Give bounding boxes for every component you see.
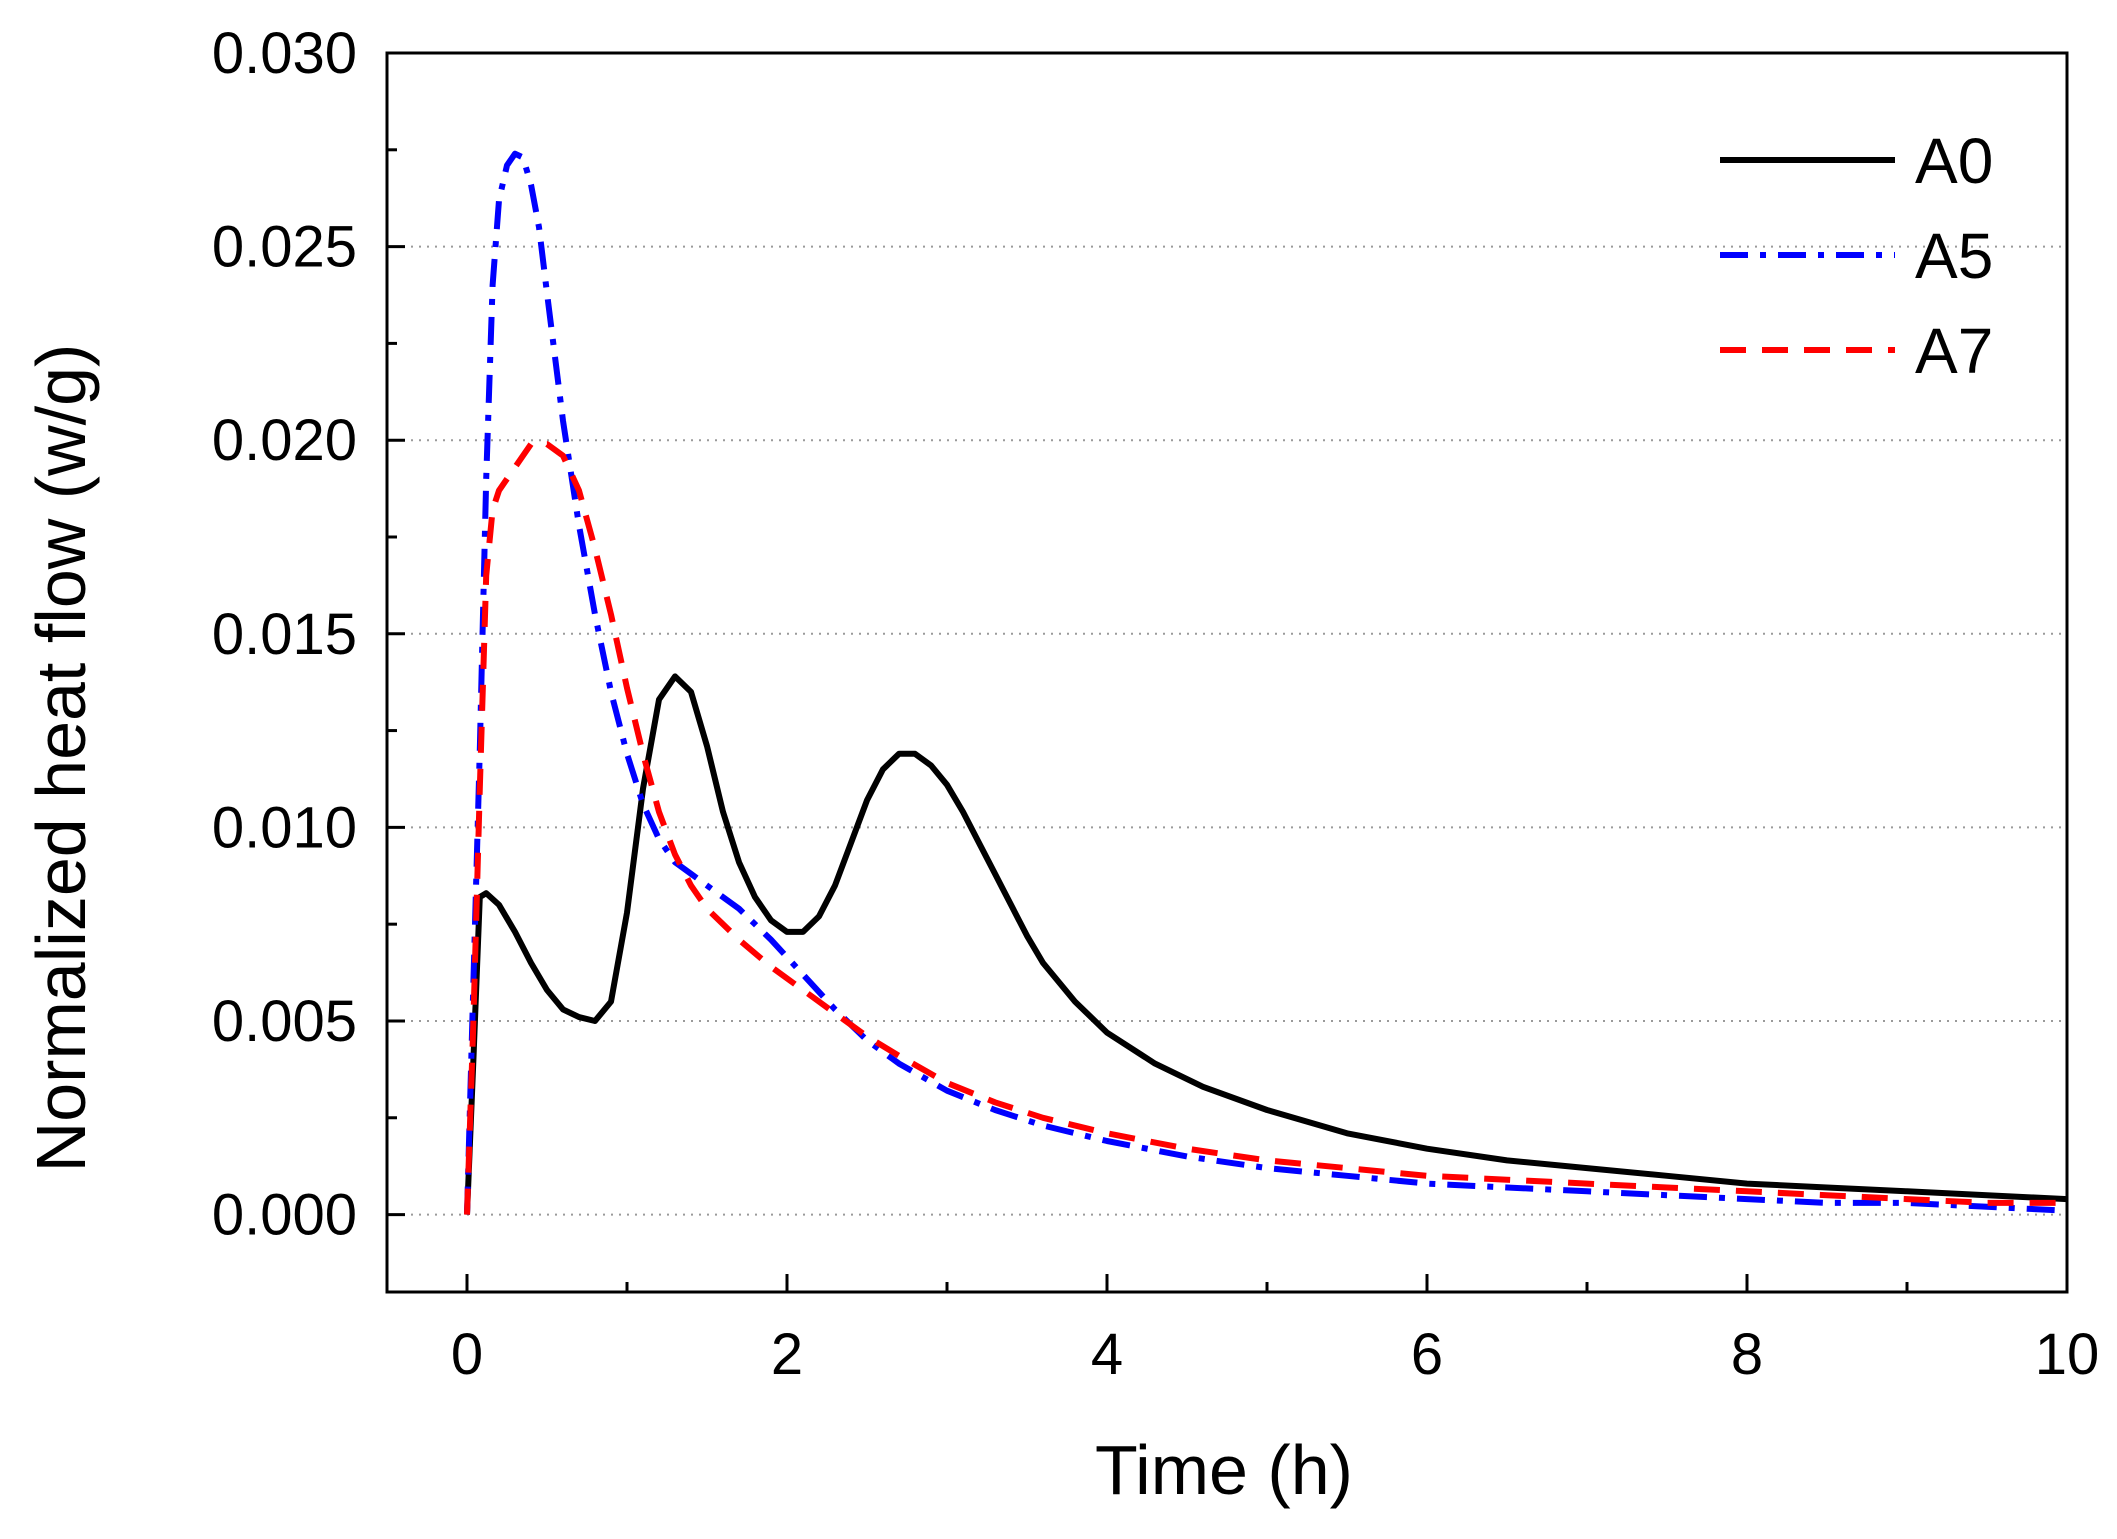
x-tick-label-2: 4 bbox=[1091, 1322, 1123, 1387]
x-axis-label: Time (h) bbox=[1095, 1431, 1353, 1509]
x-tick-label-0: 0 bbox=[451, 1322, 483, 1387]
y-tick-label-4: 0.020 bbox=[212, 408, 357, 473]
y-tick-label-6: 0.030 bbox=[212, 21, 357, 86]
y-tick-label-2: 0.010 bbox=[212, 795, 357, 860]
x-tick-label-4: 8 bbox=[1731, 1322, 1763, 1387]
y-axis-label: Normalized heat flow (w/g) bbox=[22, 344, 100, 1173]
data-series bbox=[464, 150, 2068, 1215]
legend-label-a5: A5 bbox=[1915, 220, 1993, 292]
y-tick-label-0: 0.000 bbox=[212, 1183, 357, 1248]
y-tick-label-5: 0.025 bbox=[212, 215, 357, 280]
x-tick-label-3: 6 bbox=[1411, 1322, 1443, 1387]
series-line-a5 bbox=[464, 150, 2068, 1215]
y-tick-label-3: 0.015 bbox=[212, 602, 357, 667]
series-line-a7 bbox=[464, 441, 2067, 1215]
x-tick-label-1: 2 bbox=[771, 1322, 803, 1387]
legend-label-a7: A7 bbox=[1915, 315, 1993, 387]
series-line-a0 bbox=[464, 673, 2068, 1215]
grid-lines bbox=[387, 245, 2067, 1216]
axes: 0 2 4 6 8 10 0.000 0.005 0.010 0.015 0.020 0.025 0.0… bbox=[212, 21, 2099, 1387]
y-tick-label-1: 0.005 bbox=[212, 989, 357, 1054]
legend: A0 A5 A7 bbox=[1720, 125, 1993, 387]
x-tick-label-5: 10 bbox=[2035, 1322, 2100, 1387]
legend-label-a0: A0 bbox=[1915, 125, 1993, 197]
plot-frame bbox=[385, 51, 2069, 1294]
